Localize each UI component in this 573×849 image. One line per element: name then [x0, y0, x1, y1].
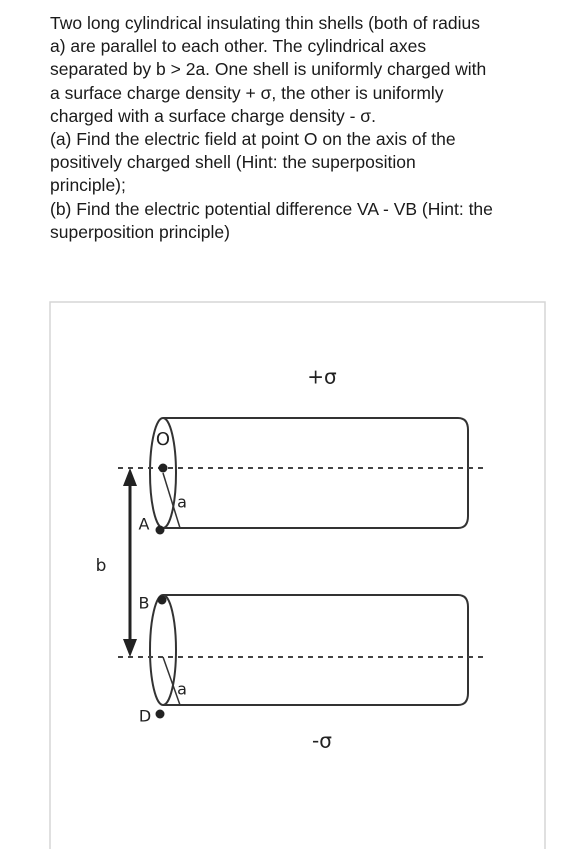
arrow-head — [123, 639, 137, 657]
point-a-dot — [155, 525, 165, 535]
text-line: Two long cylindrical insulating thin she… — [50, 13, 480, 33]
text-line: a) are parallel to each other. The cylin… — [50, 36, 427, 57]
top-cylinder — [163, 417, 469, 529]
point-o-dot — [158, 463, 168, 473]
point-label: D — [139, 707, 151, 726]
text-line: principle); — [50, 175, 126, 196]
radius-label: a — [177, 680, 187, 699]
text-line: separated by b > 2a. One shell is unifor… — [50, 59, 487, 80]
top-charge-label: +σ — [307, 365, 337, 389]
problem-text: Two long cylindrical insulating thin she… — [50, 12, 565, 244]
point-label: A — [139, 515, 150, 534]
text-line: positively charged shell (Hint: the supe… — [50, 152, 416, 173]
point-b-dot — [157, 595, 167, 605]
separation-label: b — [96, 556, 107, 576]
text-line: (b) Find the electric potential differen… — [50, 198, 493, 219]
point-label: O — [156, 429, 170, 450]
text-line: (a) Find the electric field at point O o… — [50, 129, 456, 150]
arrow-head — [123, 468, 137, 486]
text-line: superposition principle) — [50, 221, 230, 242]
bottom-radius — [162, 656, 181, 706]
top-radius — [162, 472, 181, 529]
text-line: a surface charge density + σ, the other … — [50, 82, 444, 103]
point-label: B — [139, 594, 150, 613]
text-line: charged with a surface charge density - … — [50, 105, 376, 126]
point-d-dot — [155, 709, 165, 719]
bottom-cylinder — [163, 594, 469, 706]
radius-label: a — [177, 493, 187, 512]
figure-frame — [49, 301, 546, 849]
bottom-charge-label: -σ — [312, 729, 332, 753]
bottom-cylinder-end — [149, 594, 177, 706]
